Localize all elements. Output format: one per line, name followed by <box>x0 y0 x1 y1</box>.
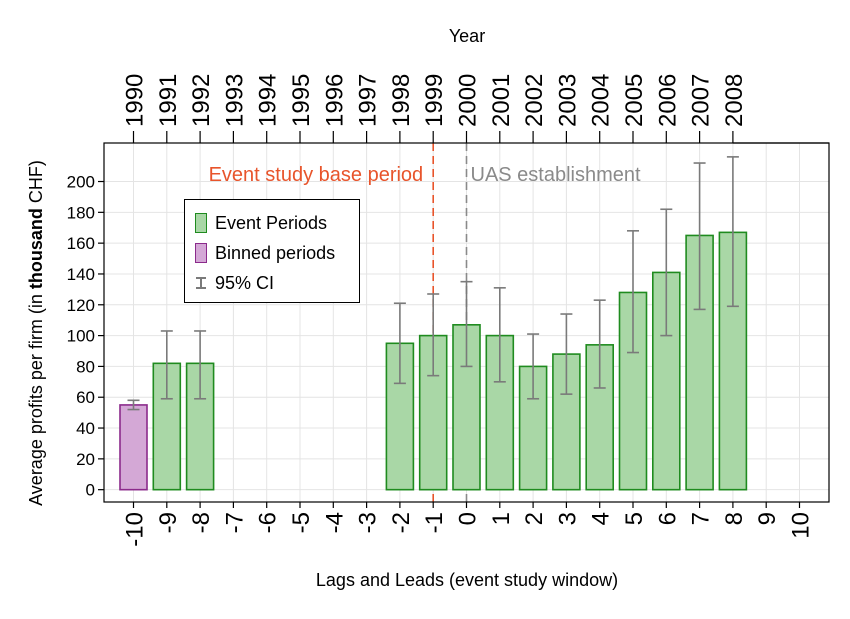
x-tick-label: -1 <box>421 512 448 533</box>
x-tick-label: 4 <box>588 512 615 525</box>
x-tick-label: 0 <box>455 512 482 525</box>
y-axis-title-suffix: CHF) <box>26 160 46 208</box>
event-periods-swatch <box>195 213 207 233</box>
x-tick-label: 10 <box>788 512 815 539</box>
y-axis-title-prefix: Average profits per firm (in <box>26 289 46 506</box>
y-tick-label: 200 <box>67 173 95 192</box>
bar <box>119 404 148 491</box>
top-year-label: 1990 <box>122 74 149 127</box>
y-tick-label: 0 <box>86 481 95 500</box>
y-tick-label: 40 <box>76 419 95 438</box>
x-tick-label: -5 <box>288 512 315 533</box>
top-year-label: 2005 <box>621 74 648 127</box>
x-tick-label: -9 <box>155 512 182 533</box>
top-year-label: 1995 <box>288 74 315 127</box>
top-year-label: 2008 <box>721 74 748 127</box>
x-tick-label: -4 <box>321 512 348 533</box>
x-tick-label: -6 <box>255 512 282 533</box>
top-year-label: 1998 <box>388 74 415 127</box>
x-tick-label: 7 <box>688 512 715 525</box>
annotations: Event study base period UAS establishment <box>209 164 641 186</box>
top-year-label: 2007 <box>688 74 715 127</box>
legend: Event Periods Binned periods 95% CI <box>184 199 360 303</box>
top-year-label: 1999 <box>421 74 448 127</box>
y-axis-title-bold: thousand <box>26 208 46 289</box>
top-year-label: 2006 <box>654 74 681 127</box>
x-tick-label: 8 <box>721 512 748 525</box>
annotation-label: UAS establishment <box>471 164 642 186</box>
binned-periods-swatch <box>195 243 207 263</box>
top-year-label: 2002 <box>521 74 548 127</box>
top-year-label: 2004 <box>588 74 615 127</box>
top-year-label: 2000 <box>455 74 482 127</box>
legend-label-ci: 95% CI <box>215 272 275 293</box>
x-tick-label: 5 <box>621 512 648 525</box>
top-year-label: 1993 <box>221 74 248 127</box>
legend-item-ci: 95% CI <box>195 270 274 296</box>
x-axis-title: Lags and Leads (event study window) <box>316 570 618 590</box>
x-tick-label: 6 <box>654 512 681 525</box>
ci-swatch-icon <box>195 276 207 290</box>
y-axis-title: Average profits per firm (in thousand CH… <box>26 160 46 506</box>
top-year-label: 1997 <box>355 74 382 127</box>
confidence-intervals <box>127 156 739 411</box>
top-year-label: 1992 <box>188 74 215 127</box>
x-tick-label: 3 <box>554 512 581 525</box>
x-tick-label: -3 <box>355 512 382 533</box>
x-tick-label: -8 <box>188 512 215 533</box>
y-tick-label: 20 <box>76 450 95 469</box>
legend-label-binned-periods: Binned periods <box>215 242 336 263</box>
legend-label-event-periods: Event Periods <box>215 212 328 233</box>
y-tick-label: 120 <box>67 296 95 315</box>
x-tick-label: 2 <box>521 512 548 525</box>
y-tick-label: 180 <box>67 203 95 222</box>
top-axis-title: Year <box>449 26 485 46</box>
y-tick-label: 100 <box>67 327 95 346</box>
y-tick-label: 60 <box>76 388 95 407</box>
top-year-label: 2003 <box>554 74 581 127</box>
legend-item-event-periods: Event Periods <box>195 210 327 236</box>
y-tick-label: 160 <box>67 234 95 253</box>
x-tick-label: -2 <box>388 512 415 533</box>
y-tick-label: 80 <box>76 357 95 376</box>
x-tick-label: 9 <box>754 512 781 525</box>
x-tick-label: 1 <box>488 512 515 525</box>
annotation-label: Event study base period <box>209 164 424 186</box>
x-tick-label: -10 <box>122 512 149 547</box>
top-year-label: 1996 <box>321 74 348 127</box>
y-tick-label: 140 <box>67 265 95 284</box>
top-year-label: 2001 <box>488 74 515 127</box>
top-year-label: 1994 <box>255 74 282 127</box>
x-tick-label: -7 <box>221 512 248 533</box>
legend-item-binned-periods: Binned periods <box>195 240 335 266</box>
top-year-label: 1991 <box>155 74 182 127</box>
